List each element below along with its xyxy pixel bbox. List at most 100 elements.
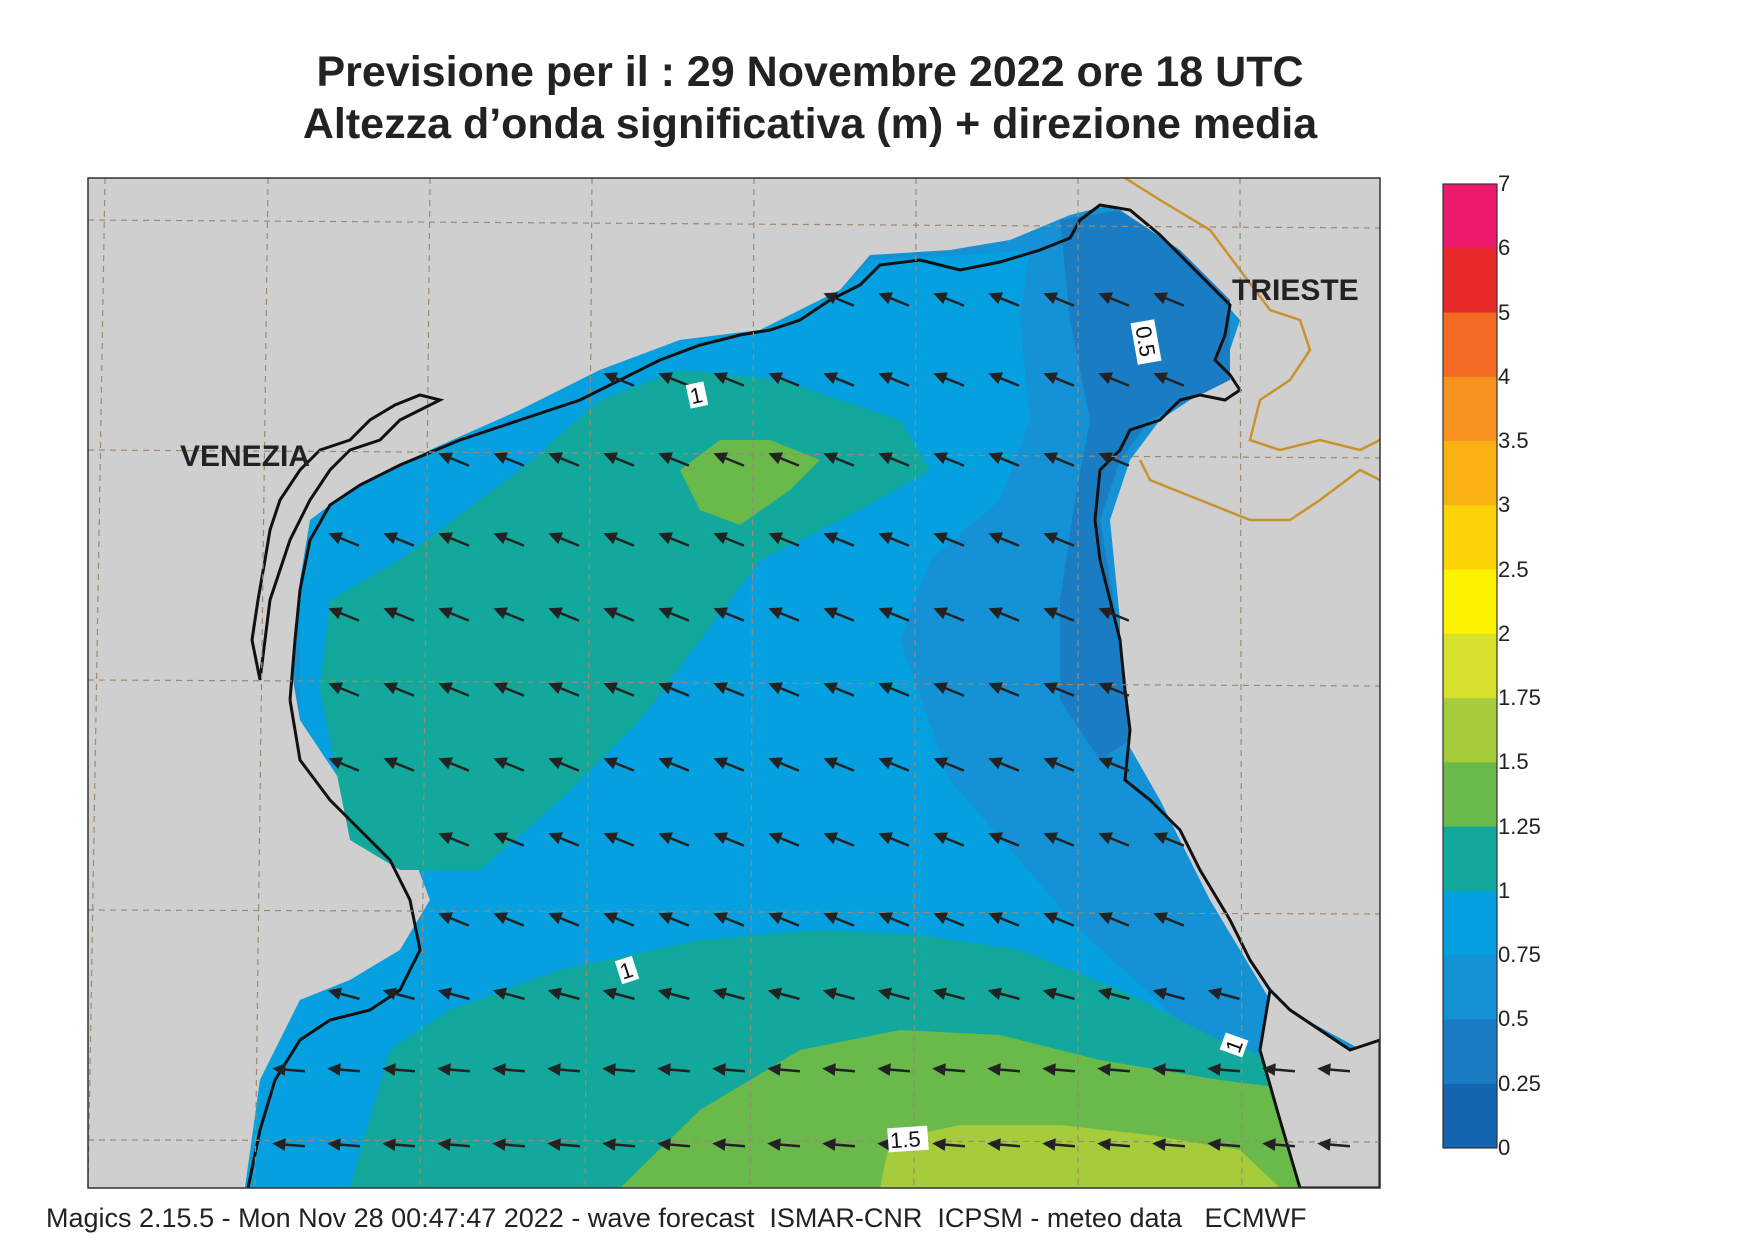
- wave-arrow-head: [1043, 682, 1058, 695]
- colorbar-level-label: 0.25: [1498, 1070, 1541, 1096]
- wave-arrow-head: [657, 1138, 671, 1151]
- wave-arrow-head: [1152, 1063, 1166, 1076]
- wave-arrow-head: [603, 757, 618, 770]
- wave-arrow-head: [603, 682, 618, 695]
- wave-arrow-head: [768, 912, 783, 925]
- wave-arrow-head: [1042, 1138, 1056, 1151]
- wave-arrow-head: [932, 1138, 946, 1151]
- wave-arrow-head: [1152, 987, 1168, 1000]
- wave-arrow-head: [438, 832, 453, 845]
- wave-arrow-head: [548, 912, 563, 925]
- wave-arrow-head: [823, 292, 838, 305]
- wave-arrow-head: [1207, 1063, 1221, 1076]
- istria-peninsula: [1258, 986, 1380, 1188]
- wave-arrow-head: [327, 1063, 341, 1076]
- wave-arrow-head: [1098, 682, 1113, 695]
- wave-arrow-head: [493, 682, 508, 695]
- colorbar-level-label: 1.25: [1498, 813, 1541, 839]
- wave-arrow-head: [713, 607, 728, 620]
- wave-arrow-head: [878, 292, 893, 305]
- wave-arrow-head: [823, 682, 838, 695]
- wave-arrow-head: [438, 682, 453, 695]
- colorbar-swatch: [1443, 890, 1497, 956]
- wave-arrow-head: [1098, 607, 1113, 620]
- colorbar-level-label: 6: [1498, 235, 1511, 261]
- wave-arrow-head: [933, 912, 948, 925]
- wave-arrow-head: [823, 452, 838, 465]
- wave-arrow-head: [987, 1138, 1001, 1151]
- wave-arrow-head: [988, 372, 1003, 385]
- wave-arrow-head: [1097, 1063, 1111, 1076]
- contour-label: 1: [1219, 1032, 1249, 1058]
- colorbar-level-label: 5: [1498, 299, 1511, 325]
- colorbar-level-label: 1.75: [1498, 685, 1541, 711]
- colorbar-level-label: 3.5: [1498, 428, 1529, 454]
- wave-arrow-head: [493, 532, 508, 545]
- wave-arrow-head: [988, 607, 1003, 620]
- wave-arrow-head: [1262, 1138, 1276, 1151]
- wave-arrow-head: [768, 607, 783, 620]
- wave-arrow-head: [878, 372, 893, 385]
- colorbar-level-label: 0: [1498, 1135, 1511, 1160]
- title-line-1: Previsione per il : 29 Novembre 2022 ore…: [316, 48, 1304, 96]
- wave-arrow-head: [382, 987, 398, 1000]
- colorbar: [1443, 184, 1497, 1149]
- wave-arrow-head: [823, 832, 838, 845]
- wave-arrow-head: [877, 1063, 891, 1076]
- wave-direction-arrows: [272, 292, 1351, 1151]
- colorbar-swatch: [1443, 633, 1497, 699]
- colorbar-swatch: [1443, 441, 1497, 506]
- wave-arrow-head: [988, 912, 1003, 925]
- colorbar-swatch: [1443, 955, 1497, 1020]
- wave-arrow-head: [823, 757, 838, 770]
- wave-arrow-head: [1043, 532, 1058, 545]
- wave-arrow-head: [713, 912, 728, 925]
- wave-arrow-head: [767, 1063, 781, 1076]
- wave-arrow-head: [933, 757, 948, 770]
- wave-arrow-head: [1207, 987, 1223, 1000]
- wave-arrow-head: [383, 607, 398, 620]
- wave-arrow-head: [548, 607, 563, 620]
- wave-arrow-head: [1153, 372, 1168, 385]
- wave-arrow-head: [713, 832, 728, 845]
- wave-arrow-head: [327, 1138, 341, 1151]
- wave-arrow-head: [1152, 1138, 1166, 1151]
- wave-arrow-head: [438, 757, 453, 770]
- wave-arrow-head: [1153, 292, 1168, 305]
- wave-arrow-head: [987, 987, 1003, 1000]
- wave-arrow-head: [272, 1063, 286, 1076]
- wave-arrow-head: [603, 372, 618, 385]
- wave-arrow-head: [548, 532, 563, 545]
- wave-arrow-head: [878, 832, 893, 845]
- colorbar-swatch: [1443, 312, 1497, 378]
- wave-arrow-head: [878, 452, 893, 465]
- wave-arrow-head: [438, 532, 453, 545]
- wave-arrow-head: [382, 1138, 396, 1151]
- colorbar-swatch: [1443, 698, 1497, 763]
- wave-arrow-head: [658, 682, 673, 695]
- wave-arrow-head: [1097, 1138, 1111, 1151]
- wave-arrow-head: [547, 1063, 561, 1076]
- colorbar-level-label: 7: [1498, 171, 1511, 196]
- wave-arrow-head: [933, 292, 948, 305]
- coastline: [288, 203, 1380, 1062]
- wave-arrow-head: [768, 452, 783, 465]
- country-border: [1124, 178, 1380, 522]
- wave-arrow-head: [932, 987, 948, 1000]
- wave-arrow-head: [1042, 1063, 1056, 1076]
- wave-arrow-head: [492, 1063, 506, 1076]
- wave-arrow-head: [383, 532, 398, 545]
- colorbar-level-label: 0.5: [1498, 1006, 1529, 1032]
- wave-arrow-head: [988, 832, 1003, 845]
- wave-arrow-head: [603, 607, 618, 620]
- colorbar-frame: [1442, 183, 1498, 1149]
- wave-arrow-head: [768, 372, 783, 385]
- wave-arrow-head: [878, 912, 893, 925]
- svg-text:0.5: 0.5: [1130, 324, 1160, 358]
- wave-arrow-head: [1153, 912, 1168, 925]
- wave-arrow-head: [492, 1138, 506, 1151]
- wave-arrow-head: [767, 987, 783, 1000]
- wave-arrow-head: [1098, 292, 1113, 305]
- wave-arrow-head: [438, 607, 453, 620]
- wave-arrow-head: [988, 292, 1003, 305]
